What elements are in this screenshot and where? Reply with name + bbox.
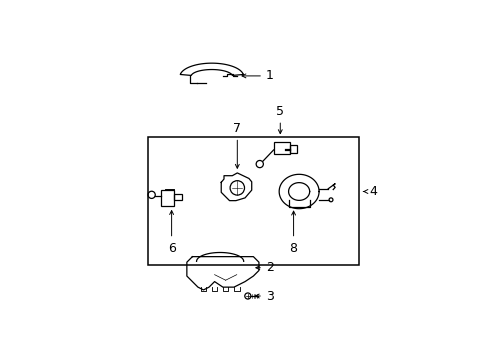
Bar xyxy=(273,143,289,154)
Text: 8: 8 xyxy=(289,242,297,255)
Text: 6: 6 xyxy=(167,242,175,255)
Text: 2: 2 xyxy=(265,261,273,274)
Text: 4: 4 xyxy=(368,185,376,198)
Text: 1: 1 xyxy=(265,69,273,82)
Bar xyxy=(289,145,297,153)
Bar xyxy=(174,194,182,200)
Bar xyxy=(161,190,174,206)
Text: 7: 7 xyxy=(233,122,241,135)
Text: 5: 5 xyxy=(276,105,284,118)
Bar xyxy=(148,138,358,265)
Text: 3: 3 xyxy=(265,289,273,302)
